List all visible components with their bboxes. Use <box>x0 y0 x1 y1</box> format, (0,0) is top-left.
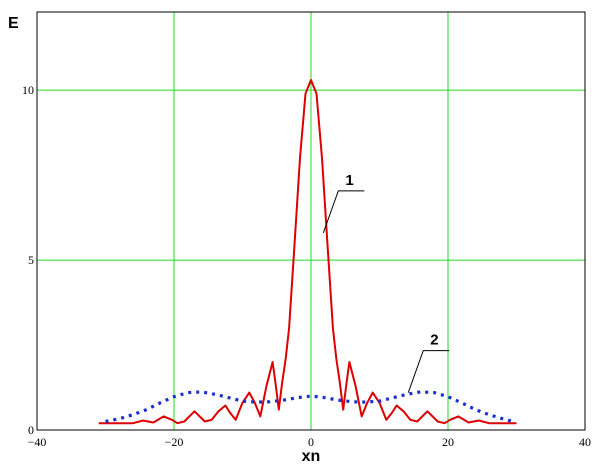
x-tick-label: −40 <box>28 435 47 449</box>
series-2-line <box>105 390 514 424</box>
series-group <box>98 79 517 425</box>
x-tick-label: −20 <box>165 435 184 449</box>
annotation-leader-line <box>407 350 450 393</box>
x-axis-title: xn <box>302 448 321 465</box>
series-1-line <box>98 79 517 425</box>
x-tick-label: 40 <box>579 435 591 449</box>
annotations: 12 <box>322 172 450 393</box>
y-tick-label: 0 <box>28 423 34 437</box>
x-tick-labels: −40 −20 0 20 40 <box>28 435 591 449</box>
plot-frame <box>36 11 586 431</box>
y-tick-label: 5 <box>28 253 34 267</box>
grid <box>37 12 585 430</box>
x-tick-label: 0 <box>308 435 314 449</box>
annotation-label: 1 <box>345 172 353 189</box>
annotation-label: 2 <box>430 332 438 349</box>
y-tick-label: 10 <box>22 83 34 97</box>
y-axis-title: E <box>8 15 19 32</box>
x-tick-label: 20 <box>442 435 454 449</box>
y-tick-labels: 0 5 10 <box>22 83 34 437</box>
annotation-leader-line <box>322 190 365 234</box>
